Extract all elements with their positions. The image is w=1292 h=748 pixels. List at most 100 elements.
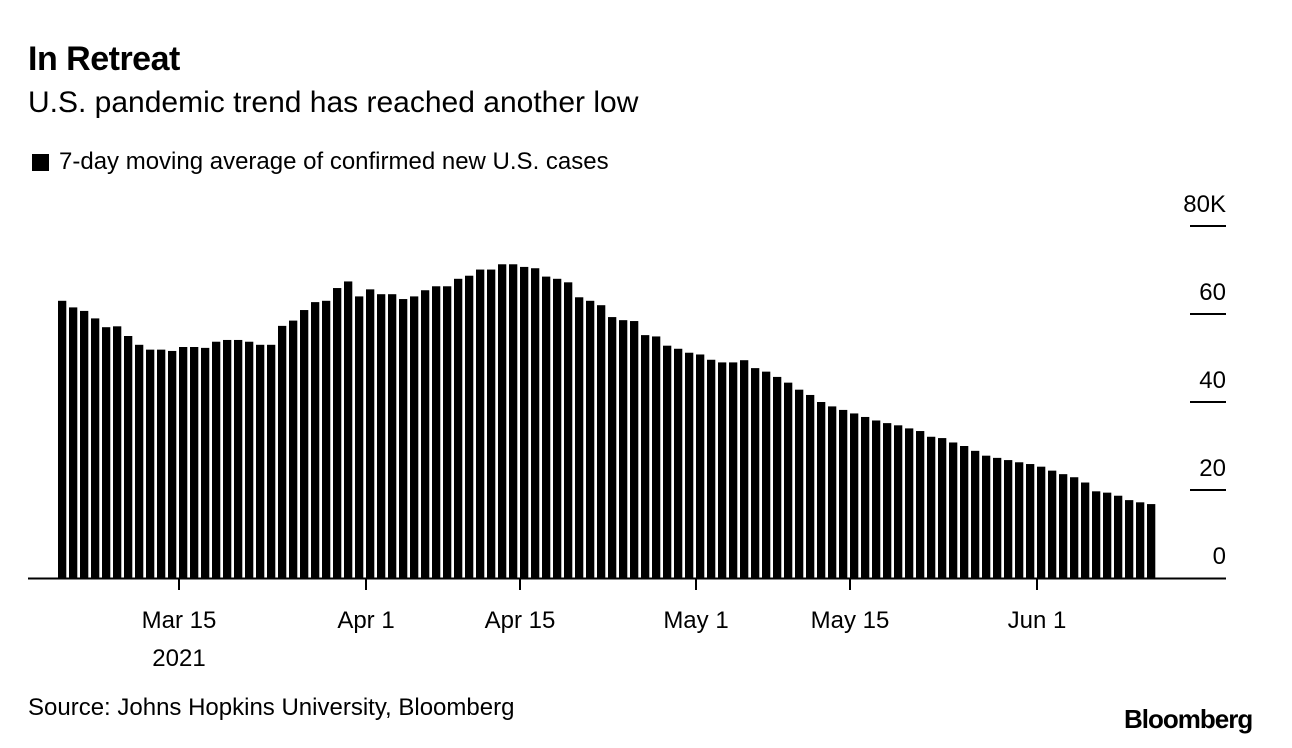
- bar: [432, 286, 441, 578]
- bar: [399, 299, 408, 578]
- bar: [850, 413, 859, 578]
- source-note: Source: Johns Hopkins University, Bloomb…: [28, 694, 515, 721]
- bar: [729, 362, 738, 578]
- bar: [443, 286, 452, 578]
- x-tick-label: Jun 1: [1008, 607, 1067, 634]
- bar: [773, 376, 782, 578]
- bar: [883, 423, 892, 578]
- bar: [1092, 491, 1101, 578]
- bar: [619, 320, 628, 578]
- bar: [1048, 470, 1057, 578]
- bar: [696, 354, 705, 578]
- y-tick-label: 0: [1213, 543, 1226, 570]
- bar: [58, 300, 67, 578]
- bar: [872, 420, 881, 578]
- bar: [201, 347, 210, 578]
- bar: [509, 264, 518, 578]
- bar: [553, 278, 562, 578]
- y-tick-label: 20: [1199, 455, 1226, 482]
- bar: [1026, 464, 1035, 578]
- bar: [718, 362, 727, 578]
- bar: [91, 318, 100, 578]
- bar: [916, 431, 925, 578]
- bar: [289, 320, 298, 578]
- bar: [344, 281, 353, 578]
- x-axis: Mar 15 2021 Apr 1 Apr 15 May 1 May 15 Jun 1: [28, 577, 1226, 672]
- bar: [366, 289, 375, 578]
- x-tick-label: Apr 15: [485, 607, 556, 634]
- bar: [575, 297, 584, 578]
- legend-label: 7-day moving average of confirmed new U.…: [59, 148, 609, 175]
- bar: [1147, 504, 1156, 578]
- bar: [740, 360, 749, 578]
- x-tick-label: Apr 1: [337, 607, 394, 634]
- bar: [520, 266, 529, 578]
- bar: [223, 339, 232, 578]
- legend-swatch-icon: [32, 153, 49, 171]
- bar: [300, 310, 309, 578]
- x-tick-label: Mar 15: [142, 607, 217, 634]
- bar: [454, 278, 463, 578]
- bar: [135, 344, 144, 578]
- bar: [311, 302, 320, 578]
- bar: [80, 310, 89, 578]
- bar: [245, 341, 254, 578]
- y-axis: 0 20 40 60 80K: [1183, 191, 1226, 570]
- bar: [817, 402, 826, 578]
- bar: [212, 341, 221, 578]
- bar: [487, 269, 496, 578]
- bar: [1103, 492, 1112, 578]
- bar: [1015, 462, 1024, 578]
- bar: [993, 457, 1002, 578]
- bar: [1081, 482, 1090, 578]
- legend: 7-day moving average of confirmed new U.…: [32, 148, 609, 176]
- bar: [927, 436, 936, 578]
- x-tick-label: May 1: [663, 607, 728, 634]
- bar: [960, 446, 969, 578]
- bar: [190, 347, 199, 578]
- bar: [476, 269, 485, 578]
- bar: [608, 317, 617, 578]
- x-tick-sublabel: 2021: [152, 645, 205, 672]
- bar: [795, 389, 804, 578]
- bar: [1070, 477, 1079, 578]
- bar: [784, 382, 793, 578]
- bar: [982, 455, 991, 578]
- bar: [168, 350, 177, 578]
- bar: [531, 268, 540, 578]
- bar: [938, 438, 947, 578]
- bar: [685, 352, 694, 578]
- bar: [69, 307, 78, 578]
- bar: [542, 276, 551, 578]
- bar: [1125, 500, 1134, 578]
- bar: [674, 348, 683, 578]
- bar: [322, 300, 331, 578]
- bar: [355, 296, 364, 578]
- bar: [641, 335, 650, 578]
- bar: [652, 336, 661, 578]
- bars-group: [58, 264, 1156, 578]
- bar: [388, 294, 397, 578]
- bar: [839, 409, 848, 578]
- bar: [498, 264, 507, 578]
- bar: [630, 321, 639, 578]
- bar: [1059, 474, 1068, 578]
- bar: [146, 349, 155, 578]
- bar: [124, 336, 133, 578]
- bar: [861, 416, 870, 578]
- bar: [949, 442, 958, 578]
- bar: [663, 345, 672, 578]
- bar: [333, 288, 342, 578]
- y-tick-label: 60: [1199, 279, 1226, 306]
- bar: [971, 450, 980, 578]
- bar: [1136, 502, 1145, 578]
- bar: [1037, 466, 1046, 578]
- bar: [377, 294, 386, 578]
- bar: [751, 368, 760, 578]
- bar: [586, 300, 595, 578]
- bar: [564, 282, 573, 578]
- bar: [113, 326, 122, 578]
- bloomberg-logo: Bloomberg: [1124, 704, 1253, 734]
- bar: [762, 371, 771, 578]
- bar: [267, 344, 276, 578]
